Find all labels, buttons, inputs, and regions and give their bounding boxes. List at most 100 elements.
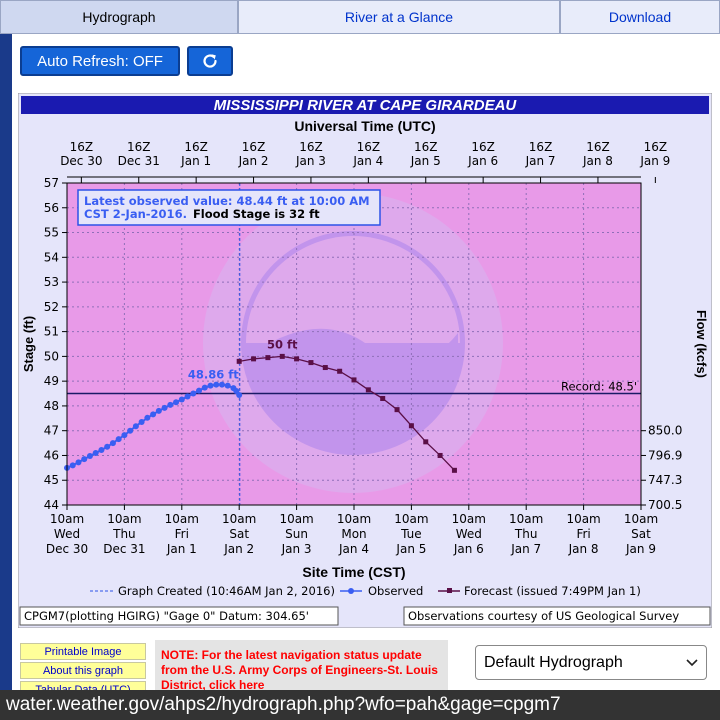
- observed-point: [218, 381, 225, 388]
- bottom-tick-date: Jan 4: [338, 542, 369, 556]
- forecast-series-line: [239, 355, 455, 471]
- y2-tick-label: 747.3: [648, 473, 682, 487]
- tab-download[interactable]: Download: [560, 0, 720, 34]
- top-tick-hour: 16Z: [299, 140, 323, 154]
- forecast-point: [394, 407, 400, 413]
- top-tick-hour: 16Z: [414, 140, 438, 154]
- top-tick-date: Jan 6: [467, 154, 498, 168]
- forecast-point: [408, 423, 414, 429]
- bottom-tick-time: 10am: [566, 512, 600, 526]
- observed-point: [213, 381, 220, 388]
- top-tick-hour: 16Z: [471, 140, 495, 154]
- legend: Graph Created (10:46AM Jan 2, 2016) Obse…: [90, 584, 641, 598]
- observed-point: [109, 440, 116, 447]
- observed-point: [167, 401, 174, 408]
- top-tick-date: Jan 5: [410, 154, 441, 168]
- latest-value-box: [77, 189, 381, 226]
- forecast-point: [265, 355, 271, 361]
- y-tick-label: 57: [44, 176, 59, 190]
- bottom-tick-time: 10am: [509, 512, 543, 526]
- observed-point: [150, 411, 157, 418]
- latest-value-date: CST 2-Jan-2016.: [84, 207, 187, 221]
- bottom-tick-time: 10am: [50, 512, 84, 526]
- top-tick-date: Jan 7: [525, 154, 556, 168]
- bottom-tick-time: 10am: [222, 512, 256, 526]
- y2-axis-label: Flow (kcfs): [694, 310, 709, 378]
- observed-point: [81, 456, 88, 463]
- record-label: Record: 48.5': [561, 380, 637, 394]
- y-tick-label: 50: [44, 349, 59, 363]
- top-tick-hour: 16Z: [184, 140, 208, 154]
- observed-point: [161, 404, 168, 411]
- bottom-tick-time: 10am: [394, 512, 428, 526]
- observed-point: [132, 423, 139, 430]
- latest-value-line1: Latest observed value: 48.44 ft at 10:00…: [84, 194, 370, 208]
- bottom-tick-day: Sun: [285, 527, 308, 541]
- y-tick-label: 53: [44, 275, 59, 289]
- forecast-point: [365, 387, 371, 393]
- y-tick-label: 51: [44, 325, 59, 339]
- bottom-tick-date: Jan 5: [395, 542, 426, 556]
- about-graph-link[interactable]: About this graph: [20, 662, 146, 679]
- y-tick-label: 49: [44, 374, 59, 388]
- forecast-point: [236, 358, 242, 364]
- forecast-point: [322, 365, 328, 371]
- observed-point: [207, 382, 214, 389]
- bottom-tick-time: 10am: [624, 512, 658, 526]
- observed-point: [75, 459, 82, 466]
- bottom-tick-date: Dec 30: [46, 542, 88, 556]
- bottom-tick-day: Thu: [514, 527, 538, 541]
- observed-point: [127, 427, 134, 434]
- observed-point: [92, 449, 99, 456]
- observed-point: [236, 392, 243, 399]
- y2-tick-label: 700.5: [648, 498, 682, 512]
- auto-refresh-button[interactable]: Auto Refresh: OFF: [20, 46, 180, 76]
- observed-point: [86, 452, 93, 459]
- observed-point: [173, 399, 180, 406]
- observed-peak-label: 48.86 ft: [188, 368, 239, 382]
- top-tick-date: Jan 8: [582, 154, 613, 168]
- footer-right-box: [403, 606, 711, 626]
- forecast-point: [437, 452, 443, 458]
- observed-point: [224, 382, 231, 389]
- printable-image-link[interactable]: Printable Image: [20, 643, 146, 660]
- observed-point: [104, 443, 111, 450]
- y-tick-label: 47: [44, 424, 59, 438]
- footer-datum-text: CPGM7(plotting HGIRG) "Gage 0" Datum: 30…: [24, 609, 309, 623]
- bottom-tick-time: 10am: [107, 512, 141, 526]
- legend-forecast-marker: [447, 588, 452, 593]
- bottom-tick-date: Jan 7: [510, 542, 541, 556]
- forecast-point: [380, 395, 386, 401]
- refresh-button[interactable]: [187, 46, 233, 76]
- bottom-tick-date: Jan 8: [568, 542, 599, 556]
- url-bar[interactable]: water.weather.gov/ahps2/hydrograph.php?w…: [0, 690, 720, 720]
- bottom-tick-day: Thu: [112, 527, 136, 541]
- legend-observed-text: Observed: [368, 584, 423, 598]
- y-tick-label: 56: [44, 201, 59, 215]
- observed-point: [144, 414, 151, 421]
- observed-point: [155, 407, 162, 414]
- observed-point: [98, 447, 105, 454]
- observed-point: [190, 390, 197, 397]
- y-tick-label: 48: [44, 399, 59, 413]
- forecast-point: [451, 467, 457, 473]
- top-tick-date: Dec 31: [118, 154, 160, 168]
- tab-river-at-a-glance[interactable]: River at a Glance: [238, 0, 560, 34]
- bottom-tick-day: Fri: [576, 527, 590, 541]
- legend-forecast-text: Forecast (issued 7:49PM Jan 1): [464, 584, 641, 598]
- y-tick-label: 44: [44, 498, 59, 512]
- flood-stage-text: Flood Stage is 32 ft: [193, 207, 320, 221]
- forecast-point: [251, 356, 257, 362]
- series-layer: [64, 353, 457, 473]
- bottom-tick-time: 10am: [279, 512, 313, 526]
- observed-point: [121, 432, 128, 439]
- top-tick-hour: 16Z: [242, 140, 266, 154]
- bottom-tick-time: 10am: [337, 512, 371, 526]
- observed-point: [201, 384, 208, 391]
- hydrograph-select[interactable]: Default Hydrograph: [475, 645, 707, 680]
- observed-point: [196, 387, 203, 394]
- tab-hydrograph[interactable]: Hydrograph: [0, 0, 238, 34]
- observed-point: [115, 436, 122, 443]
- left-sidebar-strip: [0, 0, 12, 690]
- bottom-tick-day: Fri: [175, 527, 189, 541]
